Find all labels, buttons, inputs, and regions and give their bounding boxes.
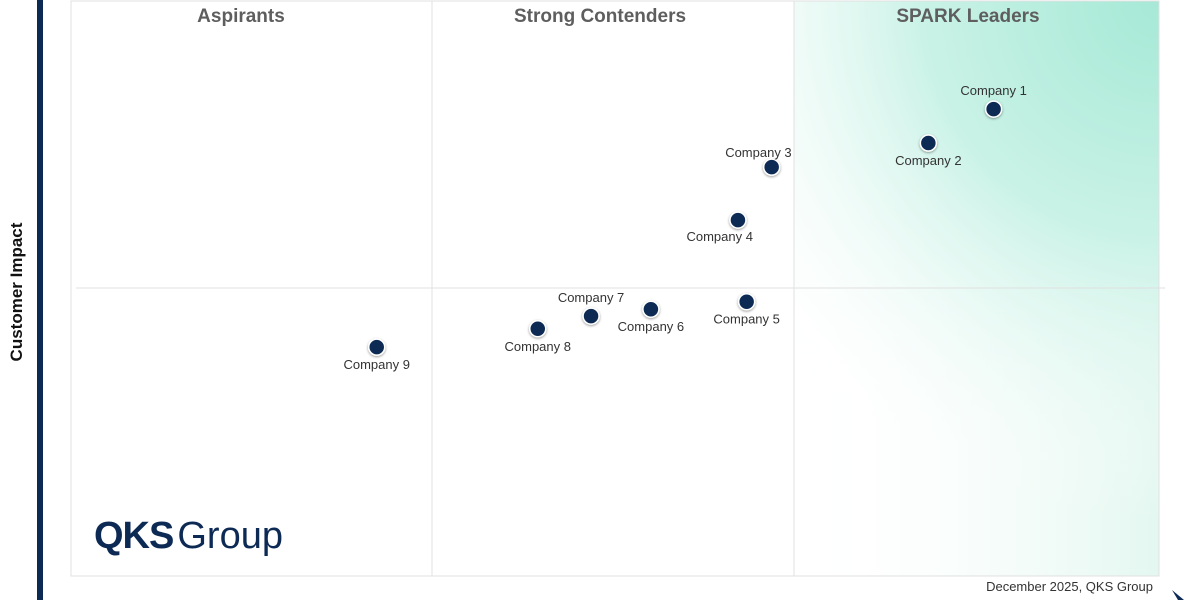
data-point — [919, 134, 938, 152]
data-point — [984, 100, 1003, 118]
corner-arrow-icon — [1172, 590, 1184, 600]
data-label: Company 9 — [343, 357, 409, 372]
quadrant-spark-leaders: SPARK Leaders — [896, 6, 1039, 27]
qks-group-logo: QKS Group — [94, 515, 283, 557]
data-point — [642, 300, 660, 318]
data-point — [729, 211, 747, 229]
data-point — [762, 158, 781, 176]
data-label: Company 6 — [618, 319, 684, 334]
data-label: Company 3 — [725, 145, 791, 160]
data-point — [582, 307, 600, 325]
data-label: Company 7 — [558, 290, 624, 305]
footer-credit: December 2025, QKS Group — [986, 579, 1153, 594]
data-label: Company 2 — [895, 153, 961, 168]
data-label: Company 1 — [960, 83, 1026, 98]
data-label: Company 5 — [713, 312, 779, 327]
data-label: Company 8 — [505, 339, 571, 354]
y-axis-bar — [37, 0, 43, 600]
data-point — [529, 320, 547, 338]
data-point — [367, 338, 386, 356]
data-label: Company 4 — [686, 229, 752, 244]
quadrant-aspirants: Aspirants — [197, 6, 285, 27]
quadrant-strong-contenders: Strong Contenders — [514, 6, 686, 27]
data-point — [737, 292, 756, 311]
